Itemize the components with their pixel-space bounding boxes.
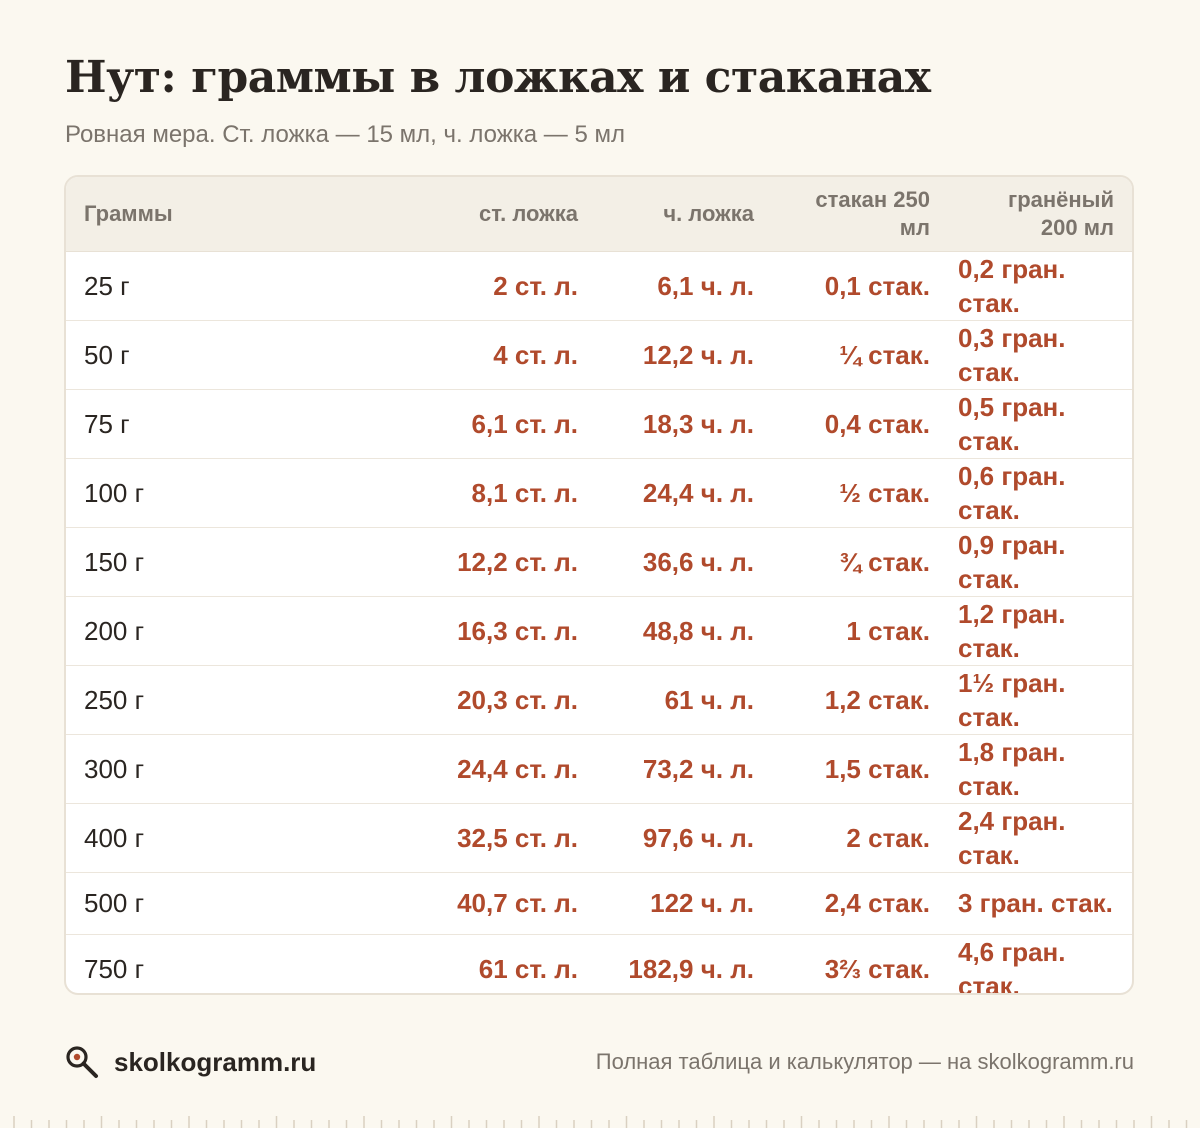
column-header-grams: Граммы [66,177,406,252]
cell-teaspoon: 18,3 ч. л. [642,408,754,439]
cell-tablespoon: 20,3 ст. л. [457,684,578,715]
cell-grams: 250 г [84,684,145,715]
table-row: 25 г 2 ст. л. 6,1 ч. л. 0,1 стак. 0,2 гран. … [66,251,1132,320]
cell-faceted-glass: 0,3 гран. стак. [958,322,1066,387]
cell-teaspoon: 12,2 ч. л. [642,339,754,370]
cell-grams: 500 г [84,888,145,918]
cell-grams: 150 г [84,546,145,577]
cell-teaspoon: 122 ч. л. [650,888,754,918]
table-body: 25 г 2 ст. л. 6,1 ч. л. 0,1 стак. 0,2 гран. … [66,251,1132,995]
ruler-decoration [13,1116,1188,1128]
page-title: Нут: граммы в ложках и стаканах [65,52,931,103]
cell-grams: 50 г [84,339,130,370]
column-header-teaspoon: ч. ложка [596,177,772,252]
cell-tablespoon: 2 ст. л. [493,270,578,301]
cell-cup-250: 1,2 стак. [824,684,930,715]
cell-cup-250: 3⅔ стак. [824,953,930,984]
cell-grams: 300 г [84,753,145,784]
cell-grams: 75 г [84,408,130,439]
cell-teaspoon: 61 ч. л. [664,684,754,715]
cell-faceted-glass: 0,2 гран. стак. [958,253,1066,318]
table-row: 75 г 6,1 ст. л. 18,3 ч. л. 0,4 стак. 0,5 гра… [66,389,1132,458]
cell-tablespoon: 6,1 ст. л. [471,408,578,439]
cell-cup-250: 1 стак. [846,615,930,646]
column-header-tablespoon: ст. ложка [406,177,596,252]
cell-cup-250: ¼ стак. [839,339,930,370]
table-row: 150 г 12,2 ст. л. 36,6 ч. л. ¾ стак. 0,9 гра… [66,527,1132,596]
cell-teaspoon: 36,6 ч. л. [642,546,754,577]
cell-faceted-glass: 1,8 гран. стак. [958,736,1066,801]
cell-cup-250: ½ стак. [839,477,930,508]
footer-note: Полная таблица и калькулятор — на skolko… [595,1049,1134,1074]
cell-grams: 25 г [84,270,130,301]
cell-cup-250: 2 стак. [846,822,930,853]
cell-tablespoon: 24,4 ст. л. [457,753,578,784]
cell-cup-250: ¾ стак. [839,546,930,577]
cell-faceted-glass: 1,2 гран. стак. [958,598,1066,663]
cell-faceted-glass: 4,6 гран. стак. [958,936,1066,995]
column-header-cup-250: стакан 250 мл [772,177,948,252]
table-row: 400 г 32,5 ст. л. 97,6 ч. л. 2 стак. 2,4 гра… [66,803,1132,872]
cell-tablespoon: 32,5 ст. л. [457,822,578,853]
table-row: 50 г 4 ст. л. 12,2 ч. л. ¼ стак. 0,3 гран. с… [66,320,1132,389]
cell-tablespoon: 12,2 ст. л. [457,546,578,577]
cell-faceted-glass: 0,5 гран. стак. [958,391,1066,456]
cell-teaspoon: 97,6 ч. л. [642,822,754,853]
table-header-row: Граммы ст. ложка ч. ложка стакан 250 мл … [66,177,1132,252]
conversion-table-card: Граммы ст. ложка ч. ложка стакан 250 мл … [64,175,1134,995]
conversion-table: Граммы ст. ложка ч. ложка стакан 250 мл … [66,177,1132,995]
cell-teaspoon: 6,1 ч. л. [657,270,754,301]
table-row: 250 г 20,3 ст. л. 61 ч. л. 1,2 стак. 1½ гран… [66,665,1132,734]
brand-name: skolkogramm.ru [114,1046,317,1077]
table-row: 100 г 8,1 ст. л. 24,4 ч. л. ½ стак. 0,6 гран… [66,458,1132,527]
cell-cup-250: 1,5 стак. [824,753,930,784]
table-row: 750 г 61 ст. л. 182,9 ч. л. 3⅔ стак. 4,6 гра… [66,934,1132,995]
table-row: 300 г 24,4 ст. л. 73,2 ч. л. 1,5 стак. 1,8 г… [66,734,1132,803]
cell-tablespoon: 16,3 ст. л. [457,615,578,646]
cell-faceted-glass: 3 гран. стак. [958,888,1113,918]
footer-brand[interactable]: skolkogramm.ru [64,1044,316,1080]
table-row: 500 г 40,7 ст. л. 122 ч. л. 2,4 стак. 3 гран… [66,872,1132,934]
cell-grams: 200 г [84,615,145,646]
cell-faceted-glass: 0,9 гран. стак. [958,529,1066,594]
cell-cup-250: 0,4 стак. [824,408,930,439]
cell-grams: 400 г [84,822,145,853]
cell-teaspoon: 24,4 ч. л. [642,477,754,508]
magnifier-icon [66,1046,98,1078]
column-header-faceted-glass-200: гранёный 200 мл [948,177,1132,252]
table-row: 200 г 16,3 ст. л. 48,8 ч. л. 1 стак. 1,2 гра… [66,596,1132,665]
cell-faceted-glass: 0,6 гран. стак. [958,460,1066,525]
cell-teaspoon: 73,2 ч. л. [642,753,754,784]
cell-faceted-glass: 2,4 гран. стак. [958,805,1066,870]
cell-cup-250: 2,4 стак. [824,888,930,918]
cell-faceted-glass: 1½ гран. стак. [958,667,1066,732]
cell-cup-250: 0,1 стак. [824,270,930,301]
cell-grams: 750 г [84,953,145,984]
cell-tablespoon: 8,1 ст. л. [471,477,578,508]
cell-tablespoon: 4 ст. л. [493,339,578,370]
cell-tablespoon: 61 ст. л. [478,953,578,984]
cell-teaspoon: 182,9 ч. л. [628,953,754,984]
cell-tablespoon: 40,7 ст. л. [457,888,578,918]
cell-teaspoon: 48,8 ч. л. [642,615,754,646]
page-subtitle: Ровная мера. Ст. ложка — 15 мл, ч. ложка… [65,121,625,148]
cell-grams: 100 г [84,477,145,508]
